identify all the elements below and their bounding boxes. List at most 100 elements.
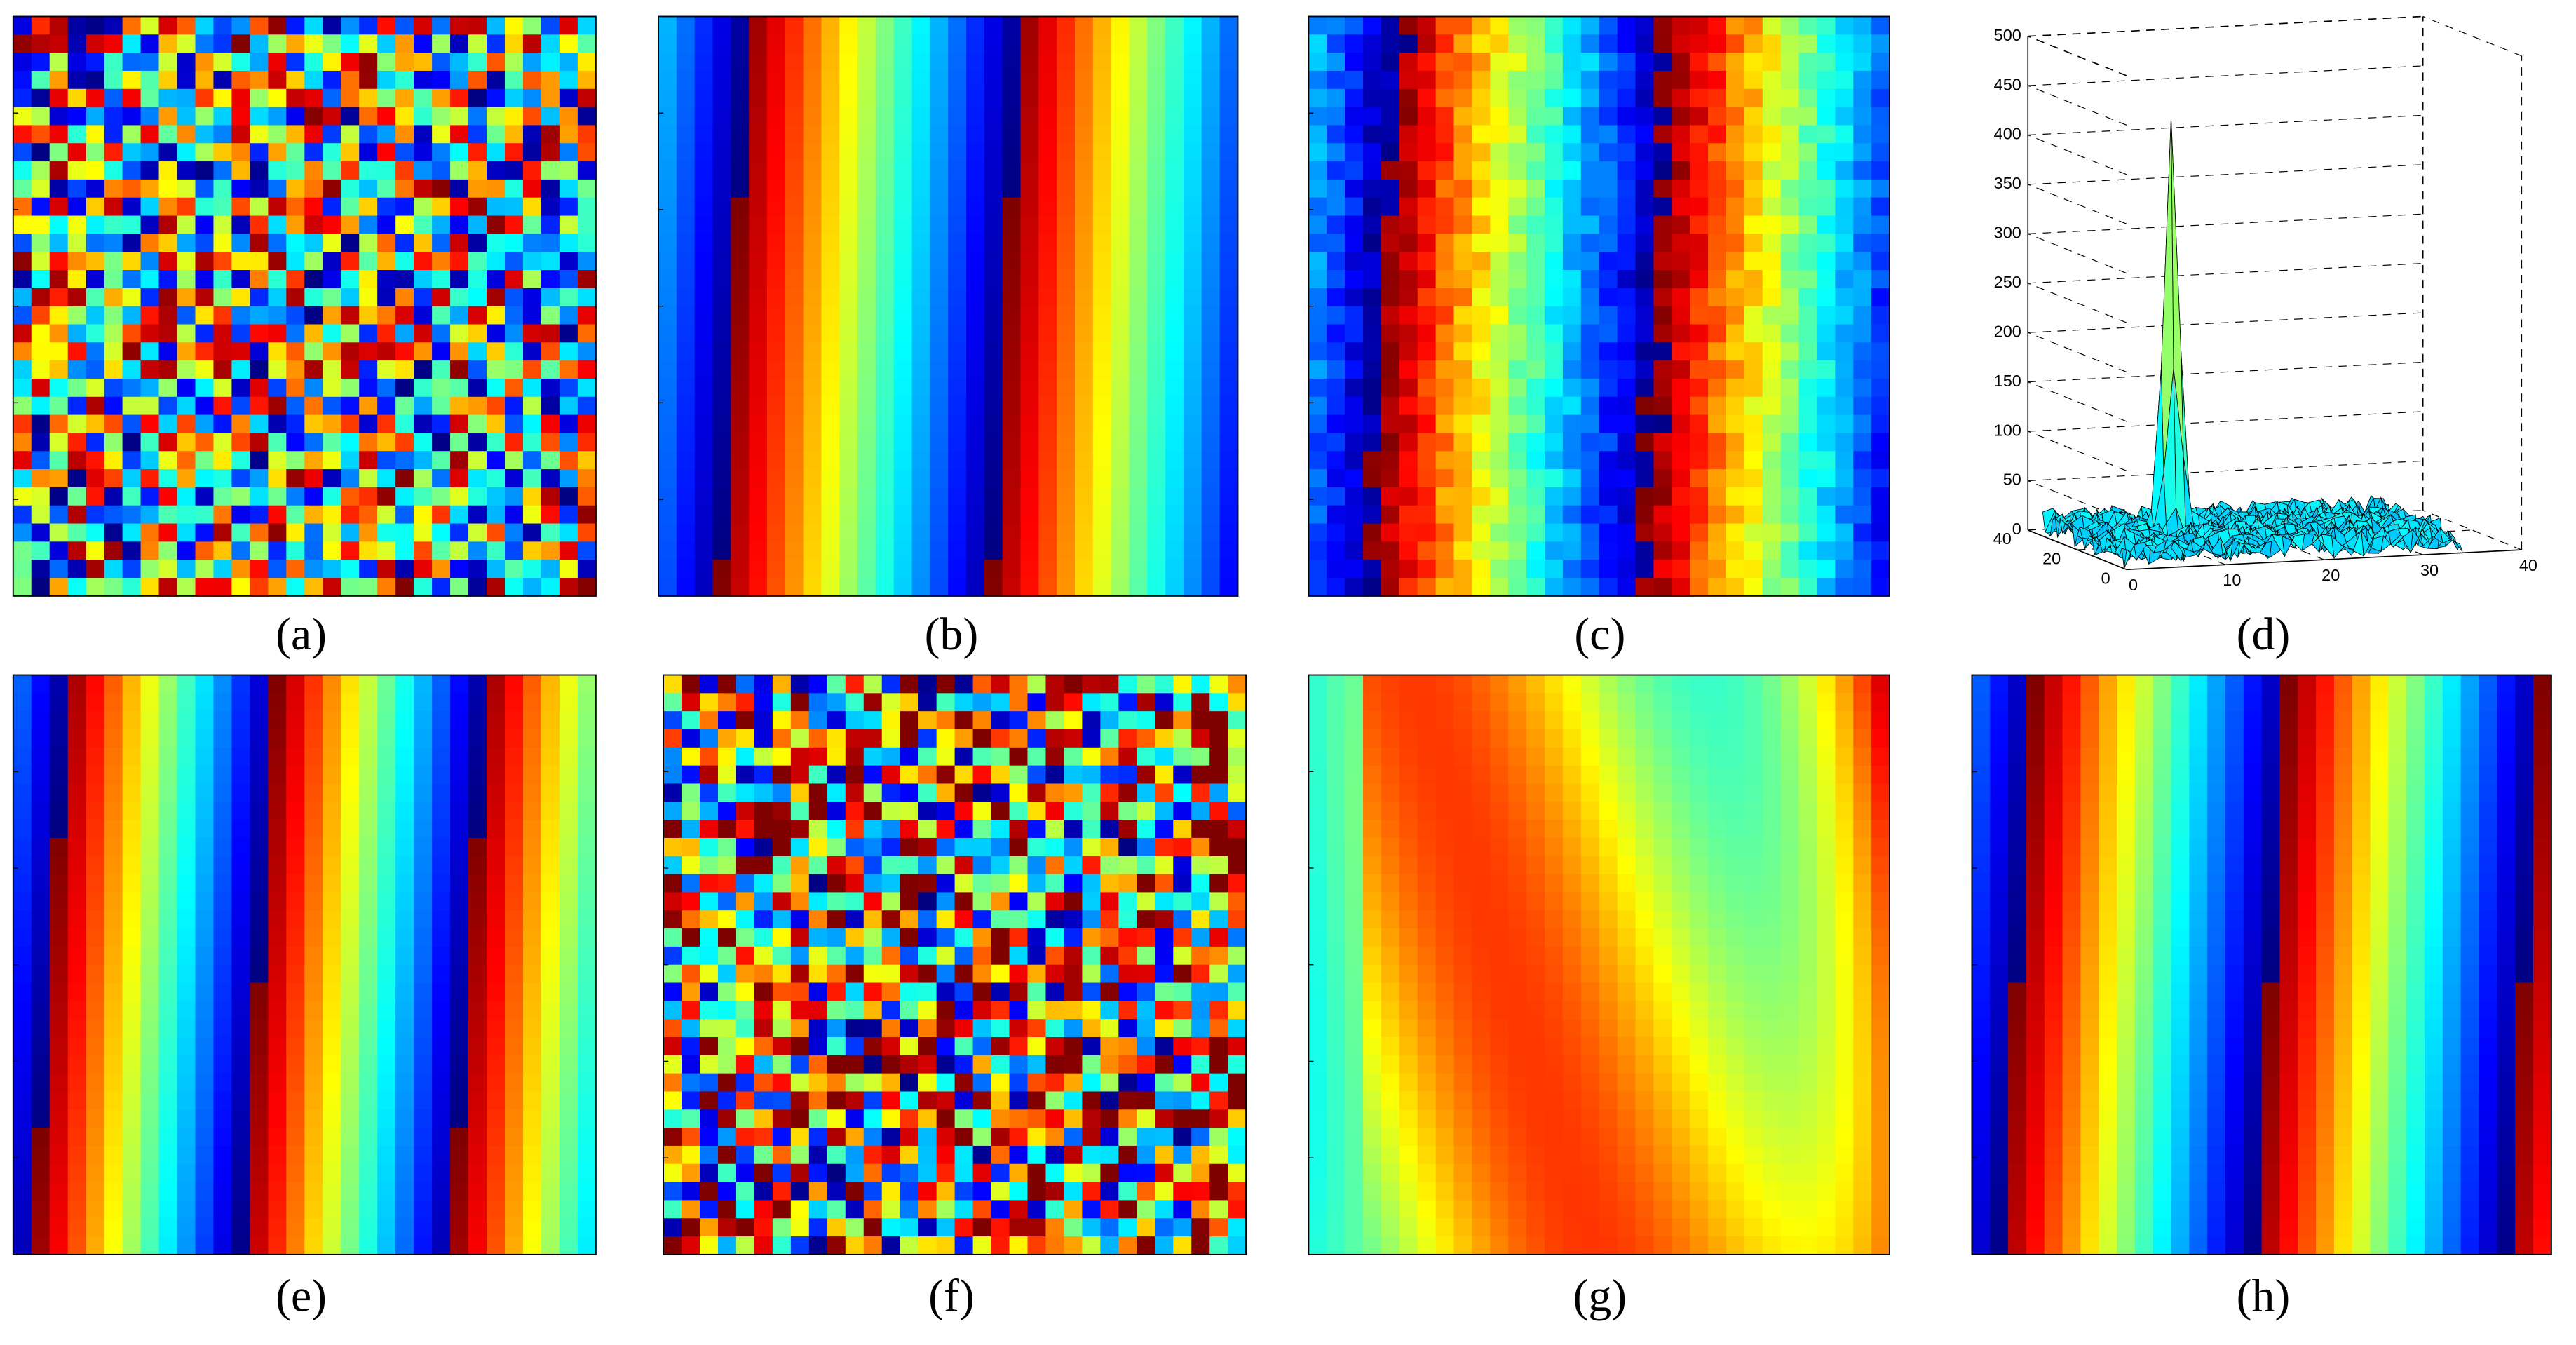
heatmap-cell [1744, 252, 1763, 271]
heatmap-cell [1111, 414, 1130, 434]
heatmap-cell [1002, 414, 1022, 434]
heatmap-cell [304, 982, 324, 1002]
heatmap-cell [857, 578, 876, 597]
heatmap-cell [1155, 1036, 1174, 1056]
heatmap-cell [1599, 396, 1618, 416]
heatmap-cell [1045, 837, 1065, 857]
heatmap-cell [1129, 306, 1148, 325]
heatmap-cell [122, 1236, 142, 1255]
heatmap-cell [1118, 910, 1138, 929]
heatmap-cell [522, 729, 542, 748]
heatmap-cell [31, 252, 50, 271]
heatmap-cell [559, 1055, 578, 1074]
heatmap-cell [395, 252, 415, 271]
heatmap-cell [1219, 34, 1239, 54]
heatmap-cell [1545, 433, 1564, 452]
heatmap-cell [377, 70, 397, 90]
heatmap-cell [86, 1109, 105, 1129]
heatmap-cell [49, 125, 69, 144]
heatmap-cell [1327, 197, 1346, 217]
heatmap-cell [122, 910, 142, 929]
heatmap-cell [1074, 234, 1094, 253]
heatmap-cell [827, 1001, 846, 1020]
heatmap-cell [731, 34, 750, 54]
heatmap-cell [377, 928, 397, 947]
heatmap-cell [1173, 928, 1193, 947]
heatmap-cell [31, 523, 50, 543]
heatmap-cell [1708, 34, 1727, 54]
heatmap-cell [177, 107, 196, 126]
heatmap-cell [803, 396, 822, 416]
heatmap-cell [1038, 414, 1058, 434]
heatmap-cell [67, 1055, 87, 1074]
heatmap-cell [395, 143, 415, 163]
heatmap-cell [468, 1001, 487, 1020]
heatmap-cell [231, 53, 251, 72]
heatmap-cell [177, 16, 196, 36]
heatmap-cell [67, 469, 87, 488]
heatmap-cell [1472, 161, 1491, 180]
heatmap-cell [158, 1073, 178, 1093]
heatmap-cell [966, 378, 985, 398]
heatmap-cell [158, 711, 178, 730]
heatmap-cell [1308, 16, 1328, 36]
heatmap-cell [13, 560, 32, 579]
heatmap-cell [1617, 324, 1636, 344]
heatmap-cell [1817, 252, 1836, 271]
heatmap-cell [323, 197, 342, 217]
heatmap-cell [487, 729, 506, 748]
heatmap-cell [893, 252, 913, 271]
heatmap-cell [1183, 34, 1202, 54]
heatmap-cell [468, 1019, 487, 1038]
heatmap-cell [1835, 107, 1855, 126]
heatmap-cell [1762, 433, 1782, 452]
heatmap-cell [468, 70, 487, 90]
heatmap-cell [1129, 433, 1148, 452]
heatmap-cell [31, 910, 50, 929]
heatmap-cell [359, 910, 379, 929]
heatmap-cell [1545, 451, 1564, 471]
heatmap-cell [195, 288, 215, 307]
heatmap-cell [1472, 469, 1491, 488]
heatmap-cell [122, 16, 142, 36]
heatmap-cell [286, 1163, 306, 1183]
heatmap-cell [522, 1218, 542, 1237]
heatmap-cell [377, 910, 397, 929]
heatmap-cell [122, 270, 142, 289]
heatmap-cell [766, 469, 786, 488]
heatmap-cell [158, 34, 178, 54]
heatmap-cell [1111, 270, 1130, 289]
heatmap-cell [881, 783, 901, 803]
heatmap-cell [1762, 143, 1782, 163]
heatmap-cell [177, 783, 196, 803]
heatmap-cell [1100, 874, 1120, 893]
heatmap-cell [450, 505, 469, 525]
heatmap-cell [1111, 215, 1130, 235]
heatmap-cell [1147, 197, 1167, 217]
heatmap-cell [663, 747, 682, 766]
heatmap-cell [341, 288, 360, 307]
heatmap-cell [1082, 1019, 1101, 1038]
heatmap-cell [1345, 396, 1364, 416]
heatmap-cell [1798, 378, 1818, 398]
heatmap-cell [158, 578, 178, 597]
heatmap-cell [1762, 125, 1782, 144]
heatmap-cell [700, 1145, 719, 1165]
heatmap-cell [377, 729, 397, 748]
heatmap-cell [766, 451, 786, 471]
heatmap-cell [395, 1019, 415, 1038]
heatmap-cell [304, 578, 324, 597]
heatmap-cell [717, 693, 737, 712]
heatmap-cell [304, 711, 324, 730]
heatmap-cell [341, 541, 360, 561]
heatmap-cell [522, 433, 542, 452]
heatmap-cell [682, 1145, 700, 1165]
heatmap-cell [1057, 143, 1076, 163]
heatmap-cell [1580, 433, 1600, 452]
heatmap-cell [213, 234, 233, 253]
heatmap-cell [323, 70, 342, 90]
heatmap-cell [1472, 523, 1491, 543]
heatmap-cell [1363, 360, 1382, 379]
heatmap-cell [1690, 487, 1709, 506]
